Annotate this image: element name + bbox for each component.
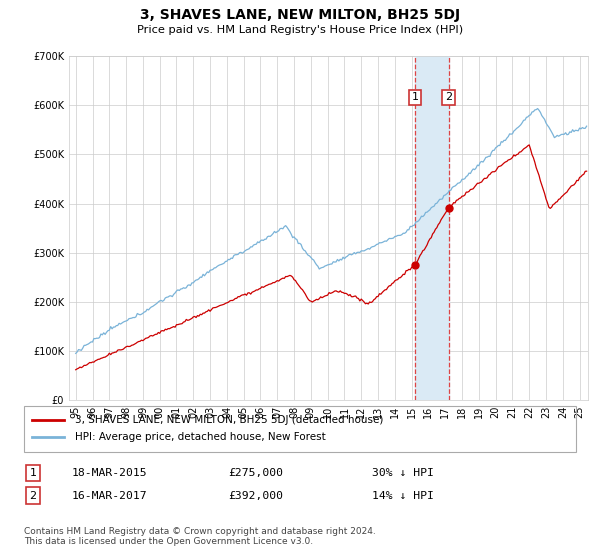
Text: 1: 1 bbox=[412, 92, 419, 102]
Text: Contains HM Land Registry data © Crown copyright and database right 2024.
This d: Contains HM Land Registry data © Crown c… bbox=[24, 526, 376, 546]
Text: 3, SHAVES LANE, NEW MILTON, BH25 5DJ: 3, SHAVES LANE, NEW MILTON, BH25 5DJ bbox=[140, 8, 460, 22]
Text: 16-MAR-2017: 16-MAR-2017 bbox=[72, 491, 148, 501]
Text: HPI: Average price, detached house, New Forest: HPI: Average price, detached house, New … bbox=[75, 432, 326, 442]
Text: 3, SHAVES LANE, NEW MILTON, BH25 5DJ (detached house): 3, SHAVES LANE, NEW MILTON, BH25 5DJ (de… bbox=[75, 415, 383, 425]
Bar bbox=[415, 56, 449, 400]
Text: 1: 1 bbox=[29, 468, 37, 478]
Text: 30% ↓ HPI: 30% ↓ HPI bbox=[372, 468, 434, 478]
Text: £392,000: £392,000 bbox=[228, 491, 283, 501]
Text: 2: 2 bbox=[29, 491, 37, 501]
Text: Price paid vs. HM Land Registry's House Price Index (HPI): Price paid vs. HM Land Registry's House … bbox=[137, 25, 463, 35]
Text: 14% ↓ HPI: 14% ↓ HPI bbox=[372, 491, 434, 501]
Text: 18-MAR-2015: 18-MAR-2015 bbox=[72, 468, 148, 478]
Text: £275,000: £275,000 bbox=[228, 468, 283, 478]
Text: 2: 2 bbox=[445, 92, 452, 102]
